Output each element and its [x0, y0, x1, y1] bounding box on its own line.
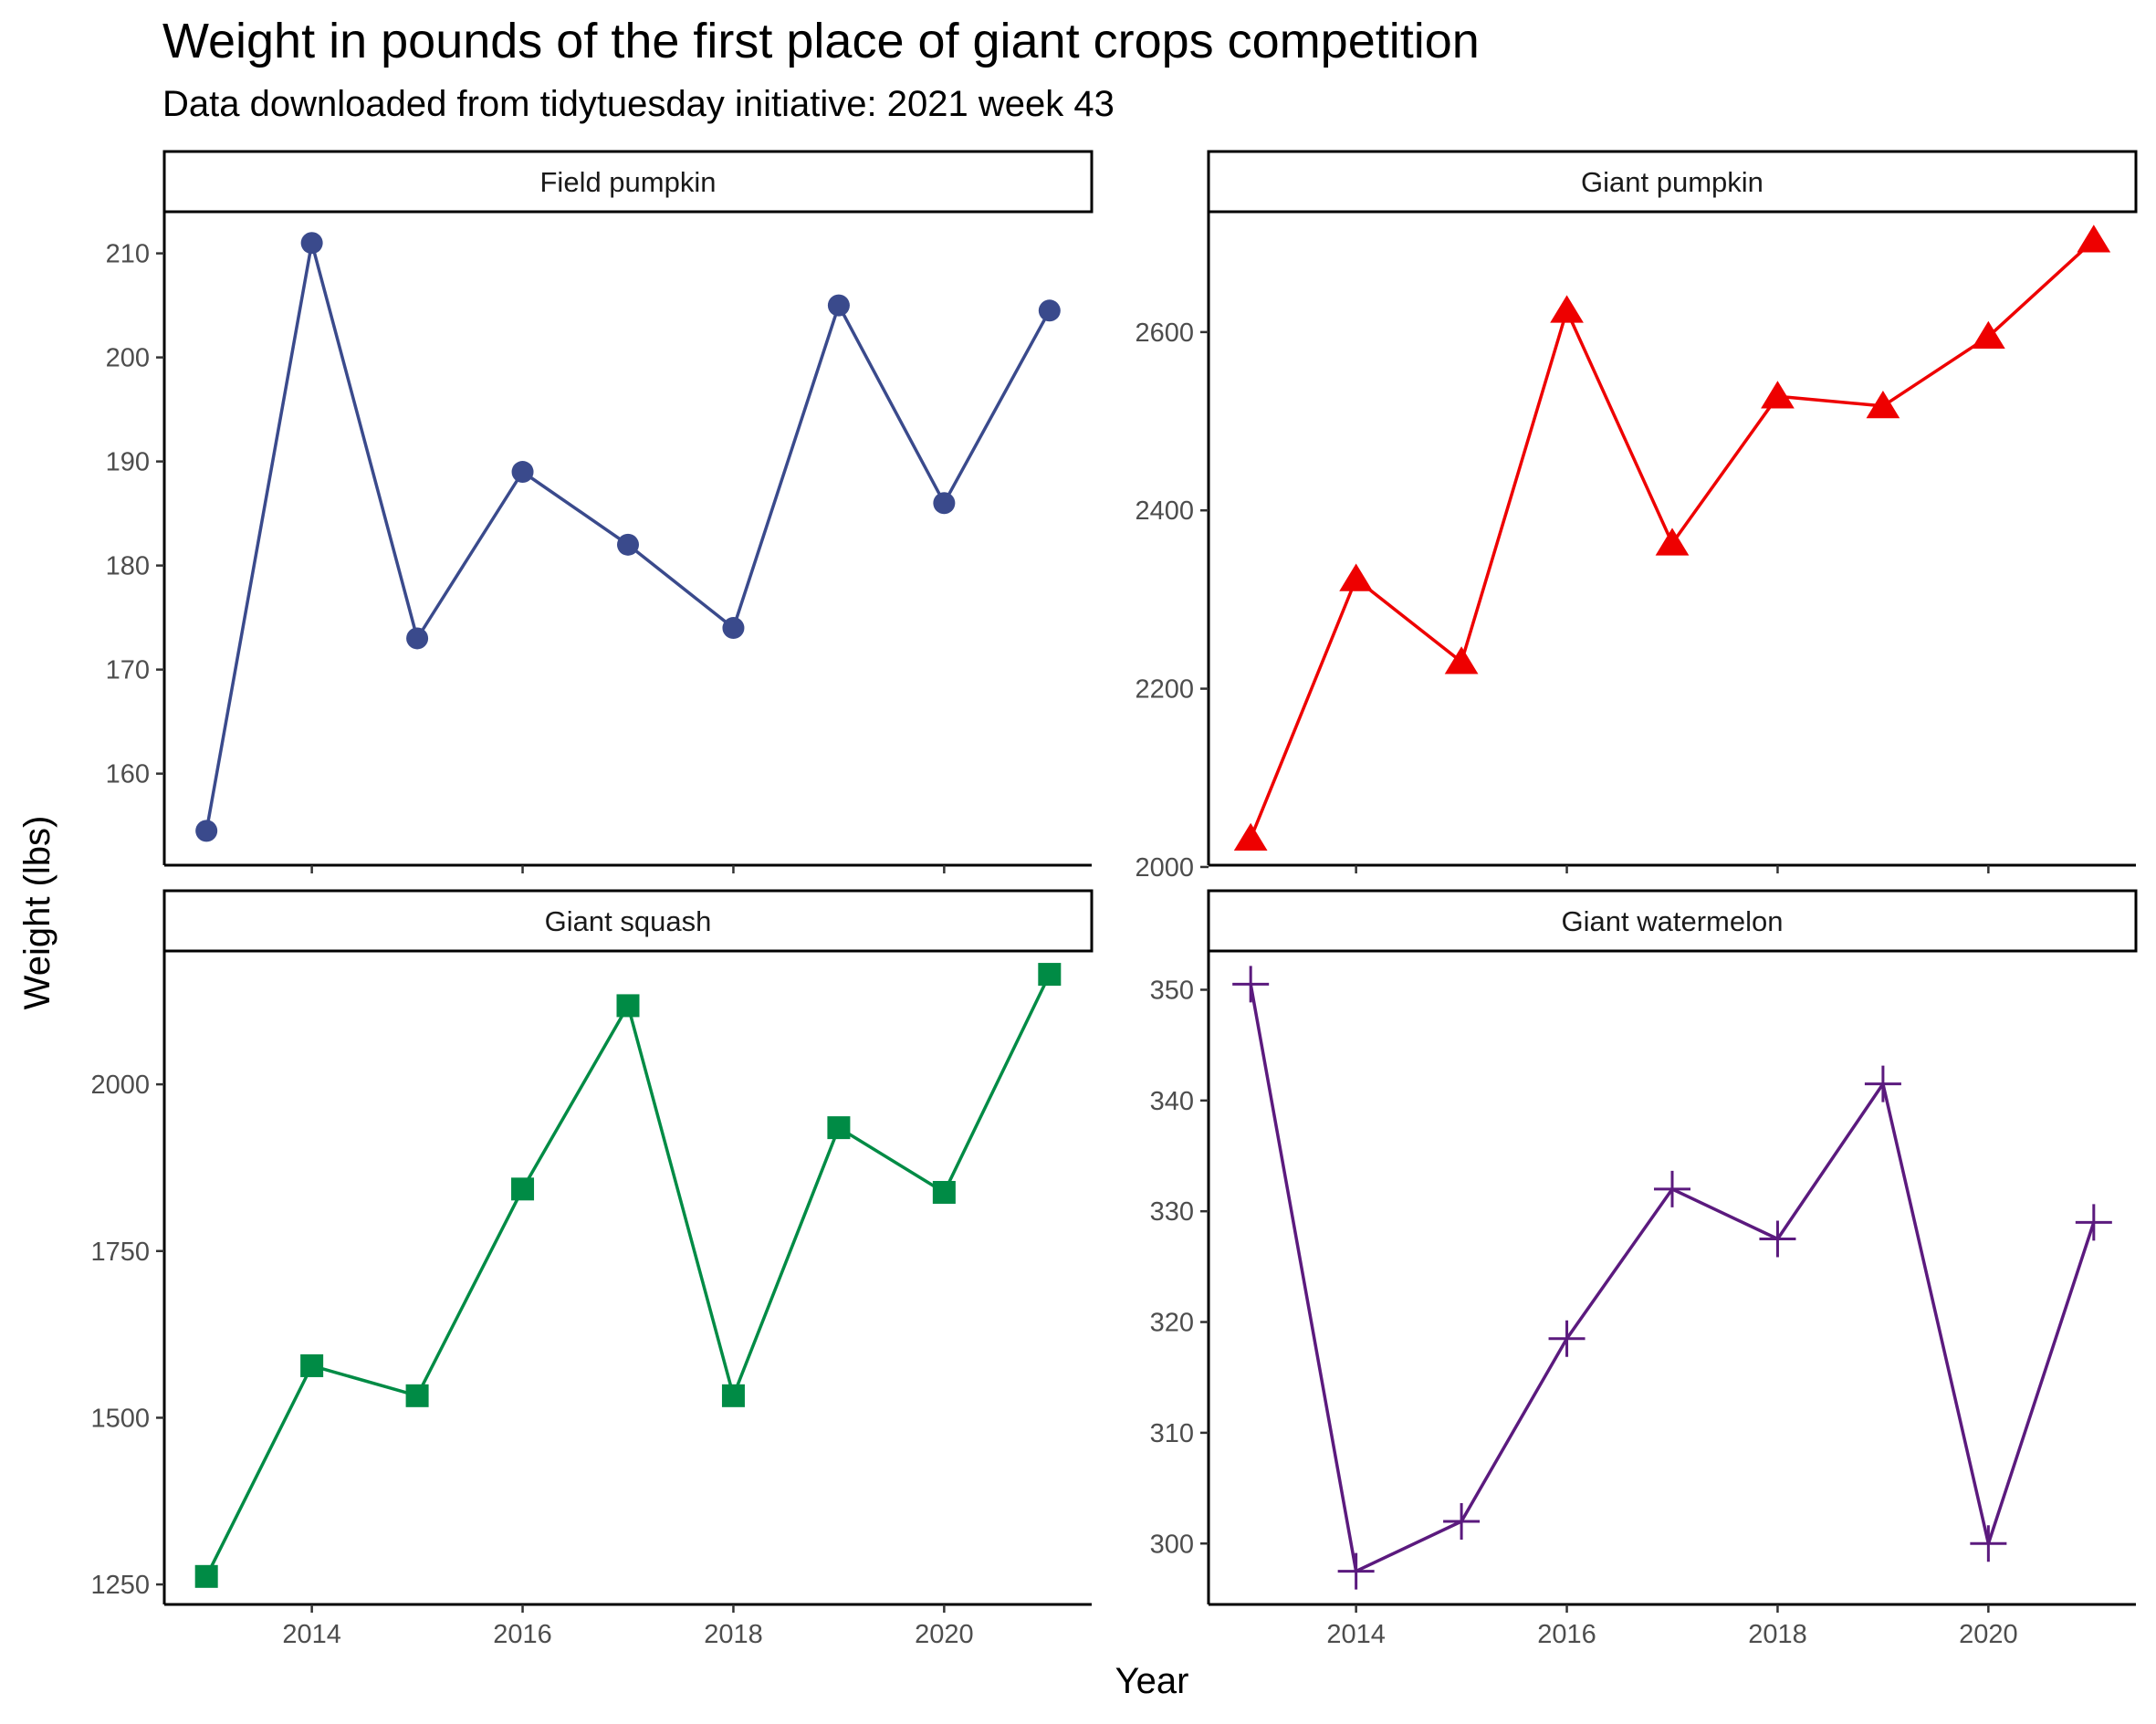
y-tick-label: 180 — [106, 552, 150, 581]
series-line — [1249, 984, 2096, 1573]
facet-strip — [162, 889, 1094, 953]
x-axis-title: Year — [1115, 1661, 1189, 1701]
facet-strip-label: Giant squash — [545, 905, 712, 937]
data-point — [1759, 1220, 1796, 1258]
y-tick-label: 330 — [1150, 1197, 1194, 1227]
data-point — [2077, 225, 2111, 253]
y-tick-label: 1750 — [90, 1238, 150, 1267]
y-axis-title: Weight (lbs) — [17, 816, 58, 1010]
panel-giant-watermelon: Giant watermelon 300 310 320 330 340 350 2014 20… — [1150, 889, 2138, 1649]
data-point — [1339, 563, 1373, 591]
y-tick-label: 2600 — [1135, 319, 1194, 348]
x-tick-label: 2016 — [1537, 1620, 1596, 1649]
data-point — [827, 294, 850, 317]
y-tick-label: 300 — [1150, 1530, 1194, 1559]
facet-strip — [162, 150, 1094, 214]
x-tick-label: 2018 — [1748, 1620, 1807, 1649]
data-point — [511, 1177, 535, 1201]
data-point — [827, 1116, 851, 1140]
panel-giant-squash: Giant squash 1250 1500 1750 2000 2014 2016 2018… — [90, 889, 1094, 1649]
y-tick-label: 2400 — [1135, 496, 1194, 526]
data-point — [1232, 966, 1270, 1003]
data-point — [933, 492, 956, 515]
x-tick-label: 2014 — [1326, 1620, 1386, 1649]
data-point — [617, 533, 639, 556]
data-point — [511, 461, 534, 484]
y-tick-label: 2000 — [1135, 853, 1194, 883]
facet-strip-label: Giant pumpkin — [1581, 166, 1764, 198]
panel-field-pumpkin: Field pumpkin 160 170 180 190 200 210 — [106, 150, 1094, 873]
data-point — [194, 1564, 218, 1588]
data-point — [1654, 1170, 1690, 1207]
y-tick-label: 1500 — [90, 1404, 150, 1433]
y-tick-label: 2000 — [90, 1071, 150, 1100]
y-tick-label: 340 — [1150, 1087, 1194, 1116]
y-tick-label: 170 — [106, 656, 150, 685]
y-tick-label: 160 — [106, 760, 150, 789]
facet-strip-label: Field pumpkin — [540, 166, 717, 198]
data-point — [722, 617, 745, 640]
data-point — [1972, 320, 2005, 350]
data-point — [721, 1384, 745, 1407]
chart-title: Weight in pounds of the first place of g… — [162, 14, 1480, 68]
y-tick-label: 1250 — [90, 1571, 150, 1600]
series-line — [204, 973, 1052, 1578]
data-point — [1550, 295, 1584, 323]
data-point — [1761, 381, 1795, 409]
data-point — [405, 1384, 429, 1407]
x-tick-label: 2020 — [1959, 1620, 2018, 1649]
data-point — [1864, 1065, 1901, 1102]
y-tick-label: 190 — [106, 448, 150, 477]
data-point — [1970, 1525, 2007, 1562]
data-point — [1038, 299, 1061, 322]
x-tick-label: 2020 — [915, 1620, 974, 1649]
panel-giant-pumpkin: Giant pumpkin 2000 2200 2400 2600 — [1135, 150, 2138, 883]
y-tick-label: 2200 — [1135, 675, 1194, 705]
x-tick-label: 2014 — [282, 1620, 341, 1649]
data-point — [1233, 822, 1268, 851]
data-point — [1548, 1320, 1586, 1357]
data-point — [300, 232, 323, 255]
data-point — [300, 1353, 324, 1377]
y-tick-label: 350 — [1150, 976, 1194, 1005]
facet-strip-label: Giant watermelon — [1562, 905, 1784, 937]
x-tick-label: 2018 — [704, 1620, 763, 1649]
data-point — [1443, 1502, 1481, 1540]
chart-subtitle: Data downloaded from tidytuesday initiat… — [162, 84, 1115, 124]
data-point — [1038, 963, 1062, 987]
y-tick-label: 320 — [1150, 1309, 1194, 1338]
facet-strip — [1207, 889, 2138, 953]
data-point — [1337, 1552, 1375, 1590]
data-point — [406, 627, 429, 650]
y-tick-label: 210 — [106, 240, 150, 269]
data-point — [1444, 646, 1479, 674]
data-point — [932, 1180, 956, 1204]
y-tick-label: 200 — [106, 344, 150, 373]
data-point — [2075, 1204, 2112, 1241]
data-point — [195, 820, 218, 842]
y-tick-label: 310 — [1150, 1419, 1194, 1448]
x-tick-label: 2016 — [493, 1620, 552, 1649]
data-point — [616, 994, 640, 1018]
data-point — [1866, 390, 1900, 419]
facet-strip — [1207, 150, 2138, 214]
data-point — [1655, 528, 1690, 556]
